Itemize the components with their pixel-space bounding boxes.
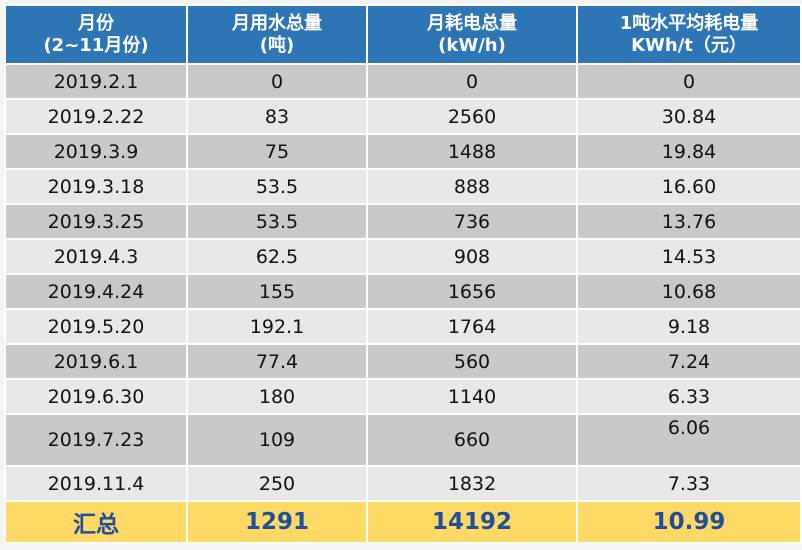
table-cell: 9.18 bbox=[576, 308, 802, 345]
table-cell: 888 bbox=[366, 168, 578, 205]
total-cell: 汇总 bbox=[4, 500, 188, 544]
table-cell: 53.5 bbox=[186, 168, 368, 205]
table-cell: 53.5 bbox=[186, 203, 368, 240]
table-cell: 192.1 bbox=[186, 308, 368, 345]
table-cell: 908 bbox=[366, 238, 578, 275]
data-table: 月份 (2~11月份) 月用水总量 (吨) 月耗电总量 (kW/h) 1吨水平均耗电量 KWh… bbox=[4, 4, 802, 544]
table-cell: 14.53 bbox=[576, 238, 802, 275]
header-line2: (吨) bbox=[259, 34, 295, 56]
table-row: 2019.3.9 75 1488 19.84 bbox=[4, 133, 802, 170]
total-cell: 1291 bbox=[186, 500, 368, 544]
table-cell: 2560 bbox=[366, 98, 578, 135]
header-line1: 月耗电总量 bbox=[427, 12, 517, 34]
table-cell: 83 bbox=[186, 98, 368, 135]
table-row: 2019.6.1 77.4 560 7.24 bbox=[4, 343, 802, 380]
table-row: 2019.4.3 62.5 908 14.53 bbox=[4, 238, 802, 275]
table-row: 2019.5.20 192.1 1764 9.18 bbox=[4, 308, 802, 345]
table-row: 2019.2.1 0 0 0 bbox=[4, 63, 802, 100]
table-cell: 13.76 bbox=[576, 203, 802, 240]
table-cell: 62.5 bbox=[186, 238, 368, 275]
table-cell: 180 bbox=[186, 378, 368, 415]
table-cell: 2019.3.25 bbox=[4, 203, 188, 240]
table-cell: 1832 bbox=[366, 465, 578, 502]
header-line2: (kW/h) bbox=[438, 34, 506, 56]
header-row: 月份 (2~11月份) 月用水总量 (吨) 月耗电总量 (kW/h) 1吨水平均耗电量 KWh… bbox=[4, 4, 802, 65]
table-cell: 30.84 bbox=[576, 98, 802, 135]
table-row: 2019.3.18 53.5 888 16.60 bbox=[4, 168, 802, 205]
table-cell: 2019.2.1 bbox=[4, 63, 188, 100]
table-row: 2019.3.25 53.5 736 13.76 bbox=[4, 203, 802, 240]
table-cell: 6.06 bbox=[576, 413, 802, 467]
table-cell: 2019.2.22 bbox=[4, 98, 188, 135]
total-cell: 10.99 bbox=[576, 500, 802, 544]
table-cell: 1656 bbox=[366, 273, 578, 310]
header-line2: (2~11月份) bbox=[43, 34, 149, 56]
table-row: 2019.4.24 155 1656 10.68 bbox=[4, 273, 802, 310]
table-cell: 736 bbox=[366, 203, 578, 240]
table-cell: 7.24 bbox=[576, 343, 802, 380]
table-cell: 2019.3.18 bbox=[4, 168, 188, 205]
total-cell: 14192 bbox=[366, 500, 578, 544]
table-cell: 2019.3.9 bbox=[4, 133, 188, 170]
table-cell: 660 bbox=[366, 413, 578, 467]
table-cell: 2019.4.24 bbox=[4, 273, 188, 310]
table-cell: 0 bbox=[366, 63, 578, 100]
table-cell: 2019.4.3 bbox=[4, 238, 188, 275]
column-header: 月份 (2~11月份) bbox=[4, 4, 188, 65]
table-cell: 16.60 bbox=[576, 168, 802, 205]
table-cell: 77.4 bbox=[186, 343, 368, 380]
table-cell: 6.33 bbox=[576, 378, 802, 415]
table-row: 2019.2.22 83 2560 30.84 bbox=[4, 98, 802, 135]
table-cell: 2019.7.23 bbox=[4, 413, 188, 467]
table-row: 2019.7.23 109 660 6.06 bbox=[4, 413, 802, 467]
table-cell: 2019.11.4 bbox=[4, 465, 188, 502]
table-cell: 75 bbox=[186, 133, 368, 170]
table-cell: 19.84 bbox=[576, 133, 802, 170]
table-cell: 1764 bbox=[366, 308, 578, 345]
table-cell: 2019.5.20 bbox=[4, 308, 188, 345]
table-cell: 2019.6.30 bbox=[4, 378, 188, 415]
header-line1: 1吨水平均耗电量 bbox=[619, 12, 759, 34]
header-line1: 月用水总量 bbox=[232, 12, 322, 34]
table-cell: 1140 bbox=[366, 378, 578, 415]
table-cell: 7.33 bbox=[576, 465, 802, 502]
table-cell: 250 bbox=[186, 465, 368, 502]
table-cell: 109 bbox=[186, 413, 368, 467]
column-header: 月耗电总量 (kW/h) bbox=[366, 4, 578, 65]
header-line2: KWh/t（元） bbox=[631, 34, 747, 56]
table-cell: 560 bbox=[366, 343, 578, 380]
table-cell: 2019.6.1 bbox=[4, 343, 188, 380]
table-cell: 0 bbox=[186, 63, 368, 100]
table-cell: 10.68 bbox=[576, 273, 802, 310]
column-header: 1吨水平均耗电量 KWh/t（元） bbox=[576, 4, 802, 65]
table-cell: 155 bbox=[186, 273, 368, 310]
table-row: 2019.6.30 180 1140 6.33 bbox=[4, 378, 802, 415]
total-row: 汇总 1291 14192 10.99 bbox=[4, 500, 802, 544]
table-cell: 0 bbox=[576, 63, 802, 100]
table-cell: 1488 bbox=[366, 133, 578, 170]
table-row: 2019.11.4 250 1832 7.33 bbox=[4, 465, 802, 502]
header-line1: 月份 bbox=[78, 12, 114, 34]
column-header: 月用水总量 (吨) bbox=[186, 4, 368, 65]
